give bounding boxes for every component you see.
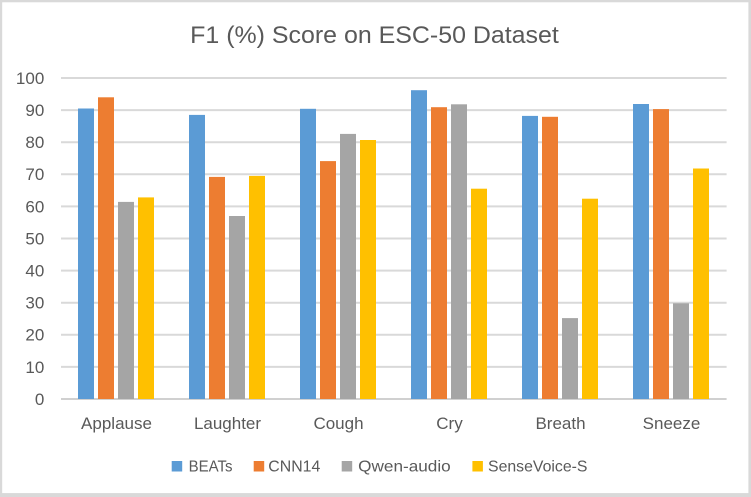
svg-text:40: 40 <box>25 262 44 281</box>
svg-text:Cry: Cry <box>436 414 463 433</box>
svg-text:Laughter: Laughter <box>194 414 261 433</box>
svg-text:F1 (%) Score on ESC-50 Dataset: F1 (%) Score on ESC-50 Dataset <box>190 22 559 49</box>
svg-text:CNN14: CNN14 <box>268 459 320 476</box>
svg-text:90: 90 <box>25 101 44 120</box>
svg-text:Cough: Cough <box>313 414 363 433</box>
svg-text:Qwen-audio: Qwen-audio <box>358 459 451 476</box>
svg-text:0: 0 <box>35 390 44 409</box>
svg-text:Sneeze: Sneeze <box>643 414 701 433</box>
svg-text:70: 70 <box>25 165 44 184</box>
svg-text:20: 20 <box>25 326 44 345</box>
svg-text:Breath: Breath <box>535 414 585 433</box>
svg-text:60: 60 <box>25 197 44 216</box>
svg-text:30: 30 <box>25 294 44 313</box>
svg-text:BEATs: BEATs <box>189 459 233 476</box>
svg-text:100: 100 <box>16 69 44 88</box>
svg-text:10: 10 <box>25 358 44 377</box>
svg-text:Applause: Applause <box>81 414 152 433</box>
svg-text:50: 50 <box>25 229 44 248</box>
svg-text:SenseVoice-S: SenseVoice-S <box>488 459 588 476</box>
svg-text:80: 80 <box>25 133 44 152</box>
